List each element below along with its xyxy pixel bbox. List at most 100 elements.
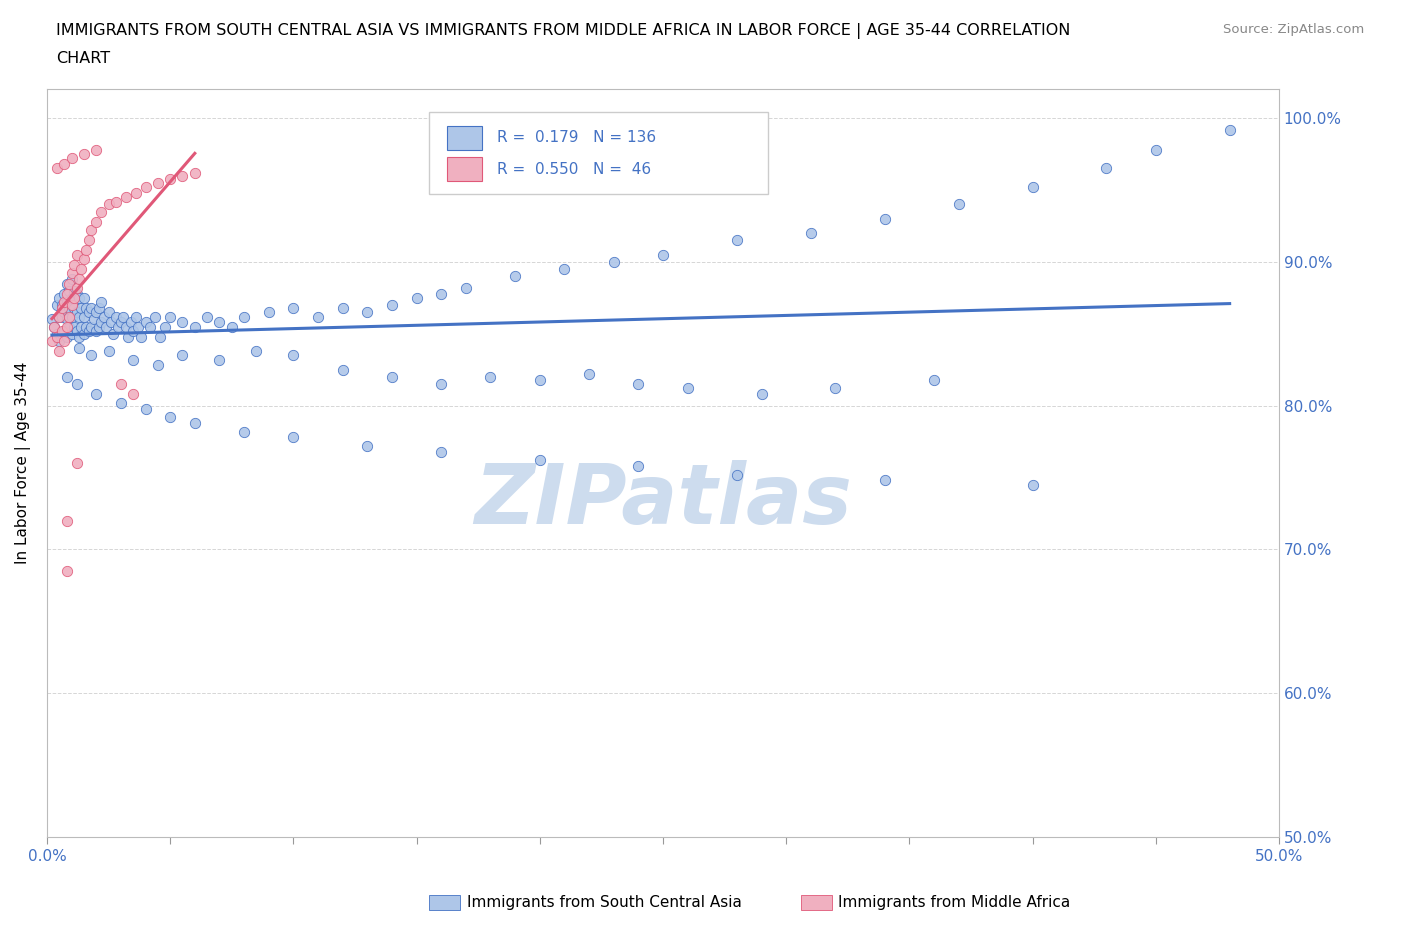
Point: [159, 410, 181, 425]
Point: [63, 300, 86, 315]
Point: [800, 226, 823, 241]
Point: [53, 334, 76, 349]
Point: [184, 319, 207, 334]
Point: [117, 329, 139, 344]
Point: [139, 319, 162, 334]
Point: [70, 261, 93, 276]
Point: [53, 295, 76, 310]
Point: [55, 312, 77, 326]
Point: [356, 305, 378, 320]
Point: [75, 319, 97, 334]
Point: [60, 266, 83, 281]
Text: R =  0.179   N = 136: R = 0.179 N = 136: [496, 130, 655, 145]
Point: [58, 309, 80, 324]
Point: [172, 315, 194, 330]
Point: [283, 300, 305, 315]
Point: [122, 352, 145, 367]
Bar: [447, 126, 482, 150]
Point: [922, 372, 945, 387]
Text: IMMIGRANTS FROM SOUTH CENTRAL ASIA VS IMMIGRANTS FROM MIDDLE AFRICA IN LABOR FOR: IMMIGRANTS FROM SOUTH CENTRAL ASIA VS IM…: [56, 23, 1070, 39]
Y-axis label: In Labor Force | Age 35-44: In Labor Force | Age 35-44: [15, 362, 31, 565]
Point: [84, 142, 107, 157]
Point: [529, 372, 551, 387]
Point: [578, 366, 600, 381]
Text: Immigrants from South Central Asia: Immigrants from South Central Asia: [467, 895, 742, 910]
Point: [114, 190, 136, 205]
Point: [124, 309, 146, 324]
Point: [87, 319, 110, 334]
Point: [257, 305, 280, 320]
Point: [77, 305, 100, 320]
Point: [65, 286, 87, 301]
Point: [80, 348, 103, 363]
Text: R =  0.550   N =  46: R = 0.550 N = 46: [496, 162, 651, 177]
Point: [430, 377, 453, 392]
Point: [90, 205, 112, 219]
Text: CHART: CHART: [56, 51, 110, 66]
Point: [208, 315, 231, 330]
Text: Immigrants from Middle Africa: Immigrants from Middle Africa: [838, 895, 1070, 910]
Point: [479, 369, 502, 384]
Point: [53, 324, 76, 339]
Point: [97, 305, 120, 320]
Point: [55, 276, 77, 291]
Point: [75, 243, 97, 258]
Point: [67, 309, 90, 324]
Point: [58, 284, 80, 299]
Point: [60, 326, 83, 341]
Point: [63, 258, 86, 272]
Point: [751, 387, 773, 402]
Point: [63, 284, 86, 299]
Point: [51, 326, 73, 341]
Point: [1021, 477, 1043, 492]
Point: [110, 315, 132, 330]
Point: [135, 315, 157, 330]
Point: [283, 348, 305, 363]
Point: [55, 513, 77, 528]
Point: [41, 334, 63, 349]
Point: [48, 290, 70, 305]
Point: [48, 309, 70, 324]
Point: [51, 298, 73, 312]
Point: [51, 309, 73, 324]
Point: [53, 157, 76, 172]
Point: [58, 319, 80, 334]
Point: [120, 315, 142, 330]
Point: [122, 387, 145, 402]
Point: [195, 309, 218, 324]
Point: [145, 309, 167, 324]
Point: [45, 298, 67, 312]
Point: [65, 456, 87, 471]
Point: [97, 197, 120, 212]
Point: [55, 319, 77, 334]
Point: [184, 416, 207, 431]
Point: [1144, 142, 1167, 157]
Point: [114, 319, 136, 334]
Point: [70, 319, 93, 334]
Point: [1021, 179, 1043, 194]
Point: [122, 324, 145, 339]
Point: [45, 161, 67, 176]
Point: [67, 340, 90, 355]
Point: [45, 326, 67, 341]
Point: [245, 344, 267, 359]
Point: [77, 232, 100, 247]
Point: [55, 295, 77, 310]
Point: [283, 430, 305, 445]
Point: [53, 286, 76, 301]
Point: [652, 247, 675, 262]
Point: [73, 147, 96, 162]
Point: [104, 309, 127, 324]
Point: [948, 197, 970, 212]
Point: [135, 179, 157, 194]
Point: [503, 269, 526, 284]
Point: [97, 344, 120, 359]
Point: [67, 290, 90, 305]
Point: [221, 319, 243, 334]
Point: [75, 300, 97, 315]
Point: [124, 185, 146, 200]
Point: [90, 295, 112, 310]
Point: [103, 326, 125, 341]
Point: [55, 369, 77, 384]
Point: [332, 363, 354, 378]
